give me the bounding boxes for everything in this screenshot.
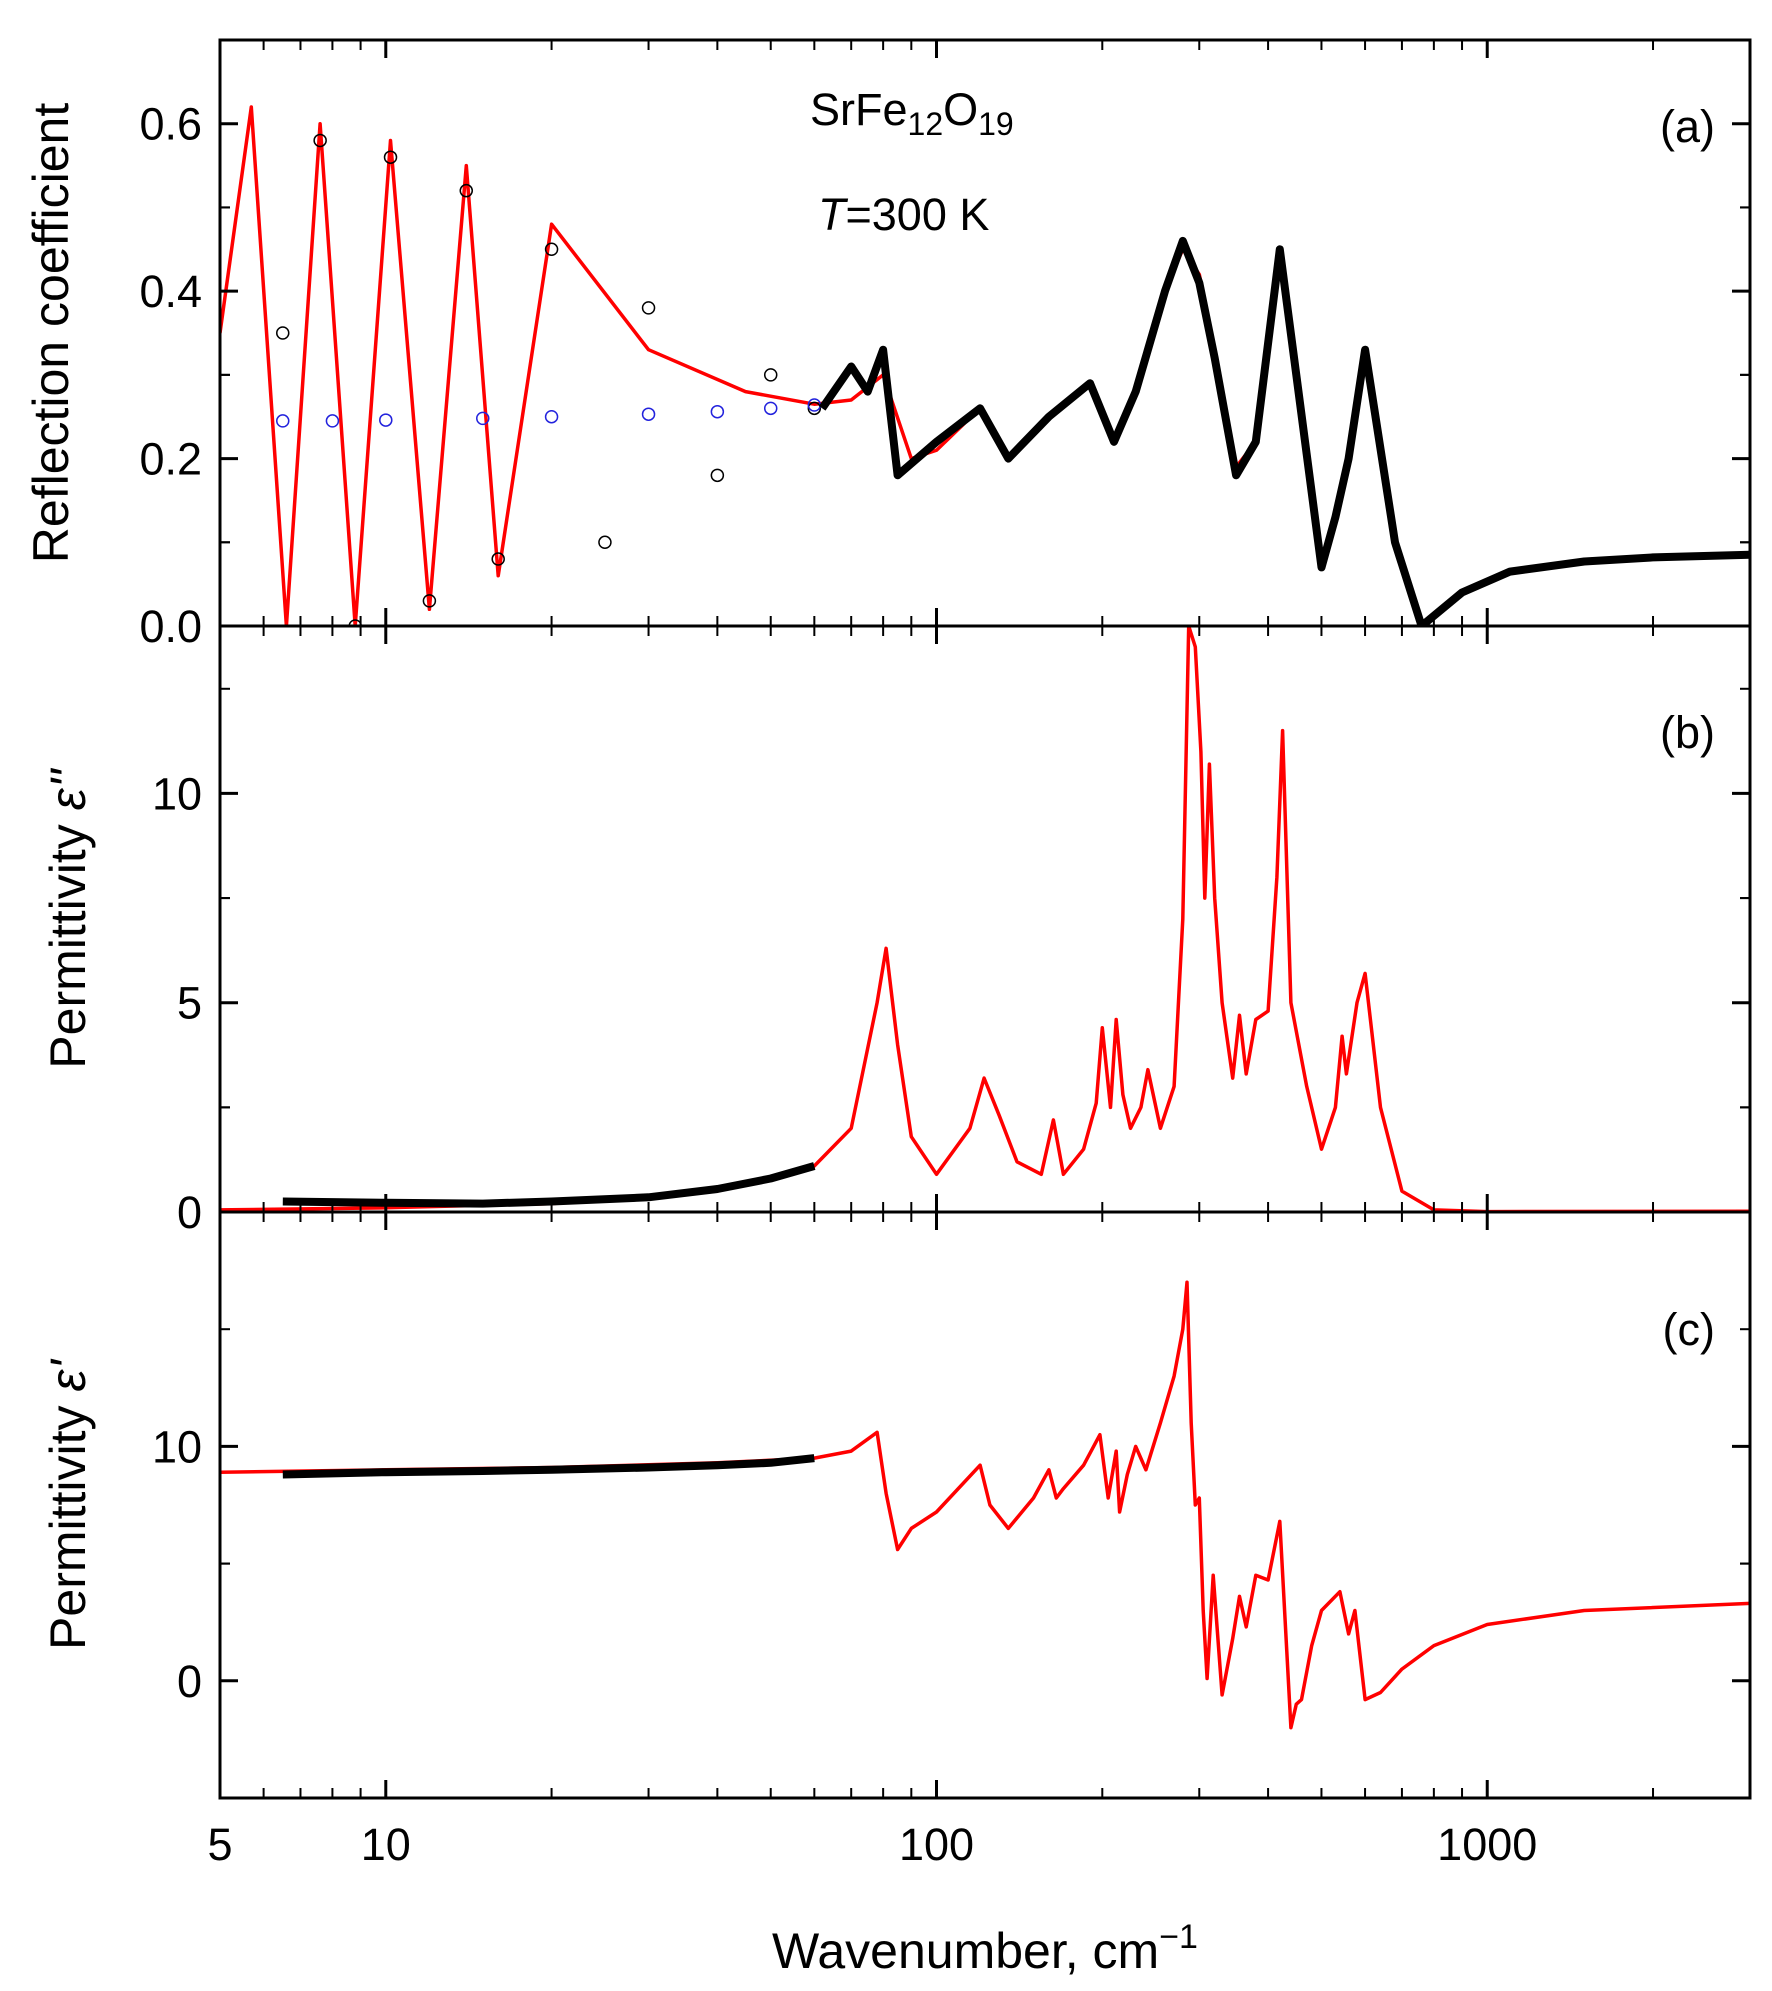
series-b-1-line xyxy=(282,1162,816,1208)
panel-b-y-ticks: 0 5 10 xyxy=(152,626,1750,1238)
series-a-2-point xyxy=(544,409,559,424)
y-tick-label-c: 10 xyxy=(152,1421,202,1472)
series-a-2-point xyxy=(710,404,725,419)
panel-b-y-label: Permittivity ε'' xyxy=(40,768,96,1069)
panel-b-y-label-symbol: ε'' xyxy=(40,768,96,811)
panel-a-y-label: Reflection coefficient xyxy=(23,103,79,564)
series-b-0-line xyxy=(220,626,1750,1212)
x-axis-label-unit-exponent: −1 xyxy=(1159,1918,1198,1956)
x-tick-label: 10 xyxy=(361,1819,411,1870)
temperature-annotation: T=300 K xyxy=(818,189,989,240)
x-axis-label-text: Wavenumber, cm xyxy=(772,1923,1159,1979)
series-a-1-point xyxy=(807,401,822,416)
panel-c-label: (c) xyxy=(1663,1304,1715,1355)
panel-c-y-label-symbol: ε' xyxy=(40,1359,96,1392)
panel-a-label: (a) xyxy=(1660,101,1715,152)
panel-c-y-ticks: 0 10 xyxy=(152,1212,1750,1798)
y-tick-label-b: 0 xyxy=(177,1187,202,1238)
panel-b-series xyxy=(220,626,1750,1212)
series-a-2-point xyxy=(476,411,490,426)
panel-a: 0.0 0.2 0.4 0.6 (a) SrFe12O19 T=300 K Refle… xyxy=(23,38,1752,652)
formula-sub1: 12 xyxy=(908,106,944,142)
series-a-2-point xyxy=(379,413,393,427)
formula-sub2: 19 xyxy=(978,106,1014,142)
series-a-2-point xyxy=(325,414,340,428)
x-axis-ticks: 5 10 100 1000 xyxy=(207,1819,1537,1870)
series-a-1-point xyxy=(276,326,290,340)
series-c-1-line xyxy=(282,1454,815,1479)
panel-b: 0 5 10 (b) Permittivity ε'' xyxy=(40,624,1752,1238)
temperature-symbol: T xyxy=(818,189,849,240)
series-a-1-point xyxy=(422,594,437,608)
series-a-1-point xyxy=(491,552,505,566)
series-a-1-point xyxy=(710,468,725,483)
series-a-1-point xyxy=(544,242,559,257)
panel-a-series xyxy=(220,105,1750,626)
y-tick-label-a: 0.2 xyxy=(139,434,202,485)
y-tick-label-a: 0.6 xyxy=(139,99,202,150)
series-a-1-point xyxy=(598,535,612,550)
panel-c-frame xyxy=(218,1210,1752,1800)
x-tick-label: 5 xyxy=(207,1819,232,1870)
y-tick-label-b: 5 xyxy=(177,978,202,1029)
panel-b-label: (b) xyxy=(1660,707,1715,758)
x-tick-label: 1000 xyxy=(1437,1819,1537,1870)
series-a-2-point xyxy=(641,407,656,421)
y-tick-label-b: 10 xyxy=(152,768,202,819)
temperature-value: =300 K xyxy=(846,189,990,240)
series-a-1-point xyxy=(763,368,778,382)
series-a-1-point xyxy=(641,301,656,315)
series-a-0-line xyxy=(220,105,1593,626)
panel-b-y-label-text: Permittivity xyxy=(40,810,96,1068)
series-a-1-point xyxy=(459,183,474,198)
panel-c: 0 10 (c) Permittivity ε' xyxy=(40,1210,1752,1800)
series-a-3-line xyxy=(818,236,1750,626)
y-tick-label-a: 0.4 xyxy=(139,266,202,317)
series-a-2-point xyxy=(276,414,290,428)
formula-annotation: SrFe12O19 xyxy=(810,84,1014,142)
x-tick-label: 100 xyxy=(899,1819,974,1870)
series-c-0-line xyxy=(220,1280,1750,1730)
series-a-1-point xyxy=(348,619,362,626)
formula-mid: O xyxy=(943,84,978,135)
panel-c-series xyxy=(220,1280,1750,1730)
series-a-1-point xyxy=(383,150,398,164)
formula-base: SrFe xyxy=(810,84,908,135)
series-a-2-point xyxy=(763,401,778,416)
series-a-1-point xyxy=(313,133,327,148)
y-tick-label-c: 0 xyxy=(177,1656,202,1707)
y-tick-label-a: 0.0 xyxy=(139,601,202,652)
panel-c-y-label: Permittivity ε' xyxy=(40,1359,96,1650)
panel-b-frame xyxy=(218,624,1752,1214)
panel-c-y-label-text: Permittivity xyxy=(40,1392,96,1650)
x-axis-label: Wavenumber, cm−1 xyxy=(772,1918,1198,1979)
